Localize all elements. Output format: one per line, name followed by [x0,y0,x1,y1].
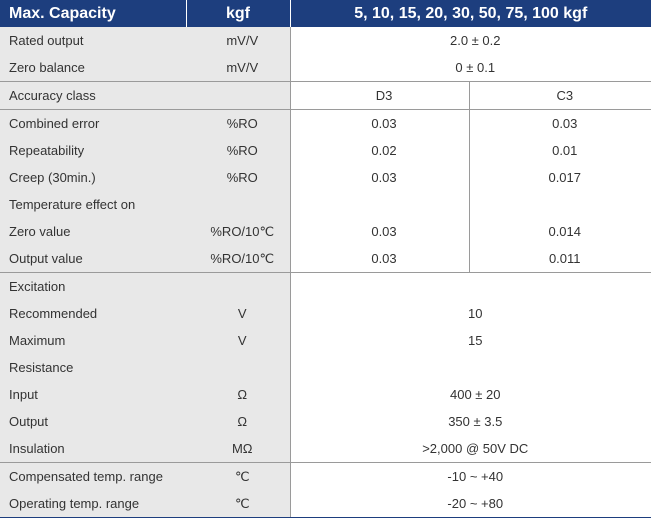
value-cell: 350 ± 3.5 [290,408,651,435]
value-cell-d3: D3 [290,81,470,110]
value-cell: -20 ~ +80 [290,490,651,518]
param-label: Input [0,381,186,408]
row-resistance: Resistance [0,354,651,381]
value-cell-d3: 0.02 [290,137,470,164]
param-label: Operating temp. range [0,490,186,518]
value-cell: 15 [290,327,651,354]
param-label: Zero value [0,218,186,245]
unit-cell [186,191,291,218]
value-cell-c3: 0.01 [469,137,651,164]
param-label: Rated output [0,27,186,54]
value-cell-d3: 0.03 [290,245,470,273]
value-cell: -10 ~ +40 [290,462,651,490]
row-excitation: Excitation [0,272,651,300]
unit-cell: MΩ [186,435,291,463]
value-cell-c3 [469,191,651,218]
value-cell-c3: 0.011 [469,245,651,273]
param-label: Recommended [0,300,186,327]
unit-cell: %RO [186,137,291,164]
header-unit: kgf [186,0,291,27]
row-temperature-effect: Temperature effect on [0,191,651,218]
param-label: Output value [0,245,186,273]
param-label: Excitation [0,272,186,300]
header-capacity-values: 5, 10, 15, 20, 30, 50, 75, 100 kgf [290,0,651,27]
row-creep: Creep (30min.) %RO 0.03 0.017 [0,164,651,191]
unit-cell: Ω [186,408,291,435]
header-max-capacity: Max. Capacity [0,0,187,27]
value-cell-d3: 0.03 [290,109,470,137]
unit-cell: %RO [186,164,291,191]
value-cell-d3: 0.03 [290,218,470,245]
value-cell: 0 ± 0.1 [290,54,651,82]
value-cell-c3: C3 [469,81,651,110]
value-cell-c3: 0.017 [469,164,651,191]
param-label: Repeatability [0,137,186,164]
unit-cell: V [186,300,291,327]
value-cell: 10 [290,300,651,327]
unit-cell: mV/V [186,54,291,82]
row-output: Output Ω 350 ± 3.5 [0,408,651,435]
row-repeatability: Repeatability %RO 0.02 0.01 [0,137,651,164]
value-cell-d3: 0.03 [290,164,470,191]
row-zero-value: Zero value %RO/10℃ 0.03 0.014 [0,218,651,245]
row-accuracy-class: Accuracy class D3 C3 [0,81,651,110]
row-recommended: Recommended V 10 [0,300,651,327]
row-insulation: Insulation MΩ >2,000 @ 50V DC [0,435,651,463]
param-label: Output [0,408,186,435]
row-rated-output: Rated output mV/V 2.0 ± 0.2 [0,27,651,54]
header-row: Max. Capacity kgf 5, 10, 15, 20, 30, 50,… [0,0,651,27]
value-cell-c3: 0.03 [469,109,651,137]
unit-cell: ℃ [186,462,291,490]
row-combined-error: Combined error %RO 0.03 0.03 [0,109,651,137]
row-input: Input Ω 400 ± 20 [0,381,651,408]
unit-cell [186,81,291,110]
value-cell: 400 ± 20 [290,381,651,408]
param-label: Temperature effect on [0,191,186,218]
param-label: Insulation [0,435,186,463]
unit-cell: %RO [186,109,291,137]
value-cell-d3 [290,191,470,218]
unit-cell: %RO/10℃ [186,218,291,245]
value-cell [290,354,651,381]
row-operating-temp: Operating temp. range ℃ -20 ~ +80 [0,490,651,518]
row-zero-balance: Zero balance mV/V 0 ± 0.1 [0,54,651,82]
param-label: Combined error [0,109,186,137]
value-cell-c3: 0.014 [469,218,651,245]
value-cell [290,272,651,300]
param-label: Resistance [0,354,186,381]
unit-cell: %RO/10℃ [186,245,291,273]
unit-cell [186,354,291,381]
value-cell: 2.0 ± 0.2 [290,27,651,54]
row-compensated-temp: Compensated temp. range ℃ -10 ~ +40 [0,462,651,490]
unit-cell [186,272,291,300]
row-output-value: Output value %RO/10℃ 0.03 0.011 [0,245,651,273]
unit-cell: Ω [186,381,291,408]
unit-cell: V [186,327,291,354]
param-label: Accuracy class [0,81,186,110]
param-label: Maximum [0,327,186,354]
unit-cell: mV/V [186,27,291,54]
value-cell: >2,000 @ 50V DC [290,435,651,463]
row-maximum: Maximum V 15 [0,327,651,354]
unit-cell: ℃ [186,490,291,518]
param-label: Compensated temp. range [0,462,186,490]
param-label: Zero balance [0,54,186,82]
param-label: Creep (30min.) [0,164,186,191]
